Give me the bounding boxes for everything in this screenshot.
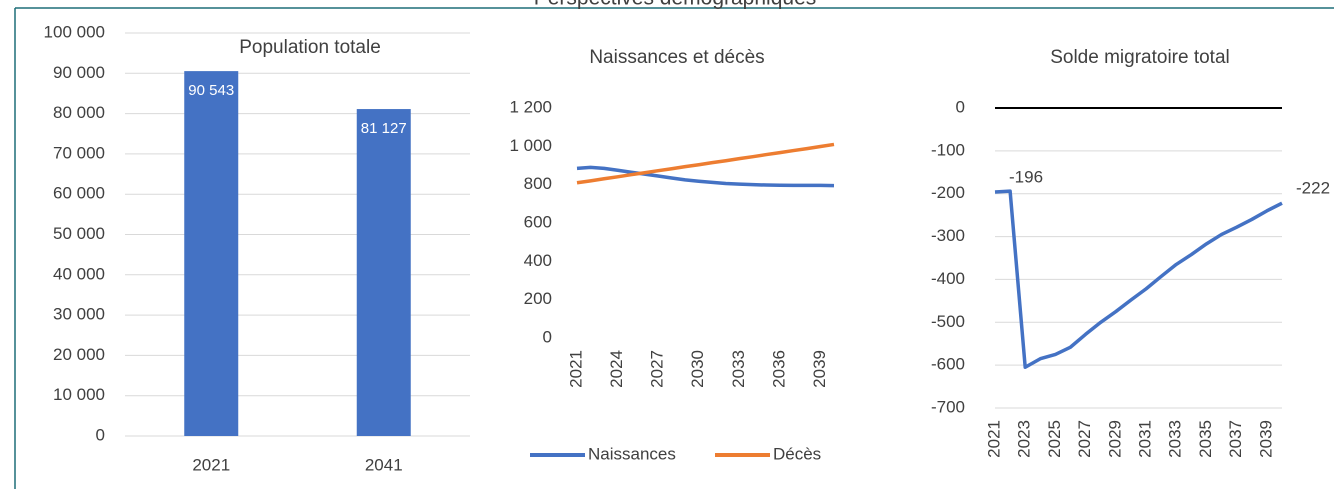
x-tick-label: 2027 xyxy=(648,350,667,388)
x-tick-label: 2036 xyxy=(769,350,788,388)
legend-label: Décès xyxy=(773,444,821,463)
y-tick-label: 20 000 xyxy=(53,345,105,364)
y-tick-label: 30 000 xyxy=(53,305,105,324)
y-tick-label: 0 xyxy=(96,425,105,444)
x-tick-label: 2033 xyxy=(1166,420,1185,458)
x-tick-label: 2033 xyxy=(729,350,748,388)
chart-title: Population totale xyxy=(239,37,381,58)
line-series xyxy=(576,165,835,188)
y-tick-label: 100 000 xyxy=(44,22,105,41)
chart-title: Solde migratoire total xyxy=(1050,47,1230,68)
y-tick-label: 80 000 xyxy=(53,103,105,122)
x-tick-label: 2030 xyxy=(688,350,707,388)
y-tick-label: -200 xyxy=(931,183,965,202)
bar xyxy=(356,109,411,436)
y-tick-label: -100 xyxy=(931,140,965,159)
data-label: -222 xyxy=(1296,179,1330,198)
y-tick-label: 90 000 xyxy=(53,63,105,82)
y-tick-label: 200 xyxy=(524,289,552,308)
x-tick-label: 2039 xyxy=(810,350,829,388)
x-tick-label: 2023 xyxy=(1015,420,1034,458)
bar xyxy=(184,71,239,437)
y-tick-label: -400 xyxy=(931,269,965,288)
x-tick-label: 2037 xyxy=(1226,420,1245,458)
data-label: -196 xyxy=(1009,167,1043,186)
chart-title: Naissances et décès xyxy=(589,47,764,68)
x-tick-label: 2027 xyxy=(1075,420,1094,458)
y-tick-label: 10 000 xyxy=(53,385,105,404)
y-tick-label: 600 xyxy=(524,212,552,231)
y-tick-label: 60 000 xyxy=(53,184,105,203)
x-tick-label: 2039 xyxy=(1256,420,1275,458)
x-tick-label: 2029 xyxy=(1105,420,1124,458)
x-tick-label: 2025 xyxy=(1045,420,1064,458)
y-tick-label: 0 xyxy=(956,97,965,116)
data-label: 81 127 xyxy=(361,120,407,137)
y-tick-label: -300 xyxy=(931,226,965,245)
y-tick-label: 800 xyxy=(524,174,552,193)
y-tick-label: -600 xyxy=(931,355,965,374)
y-tick-label: 50 000 xyxy=(53,224,105,243)
y-tick-label: -700 xyxy=(931,397,965,416)
line-series xyxy=(576,142,835,185)
x-tick-label: 2024 xyxy=(607,350,626,388)
page-title: Perspectives démographiques xyxy=(534,0,817,10)
x-tick-label: 2035 xyxy=(1196,420,1215,458)
x-tick-label: 2041 xyxy=(365,455,403,474)
x-tick-label: 2021 xyxy=(984,420,1003,458)
legend-label: Naissances xyxy=(588,444,676,463)
y-tick-label: 1 000 xyxy=(509,136,552,155)
x-tick-label: 2031 xyxy=(1136,420,1155,458)
x-tick-label: 2021 xyxy=(192,455,230,474)
x-tick-label: 2021 xyxy=(566,350,585,388)
y-tick-label: -500 xyxy=(931,312,965,331)
y-tick-label: 400 xyxy=(524,251,552,270)
data-label: 90 543 xyxy=(188,82,234,99)
y-tick-label: 0 xyxy=(543,327,552,346)
line-series xyxy=(994,189,1283,370)
y-tick-label: 1 200 xyxy=(509,97,552,116)
y-tick-label: 40 000 xyxy=(53,264,105,283)
y-tick-label: 70 000 xyxy=(53,143,105,162)
